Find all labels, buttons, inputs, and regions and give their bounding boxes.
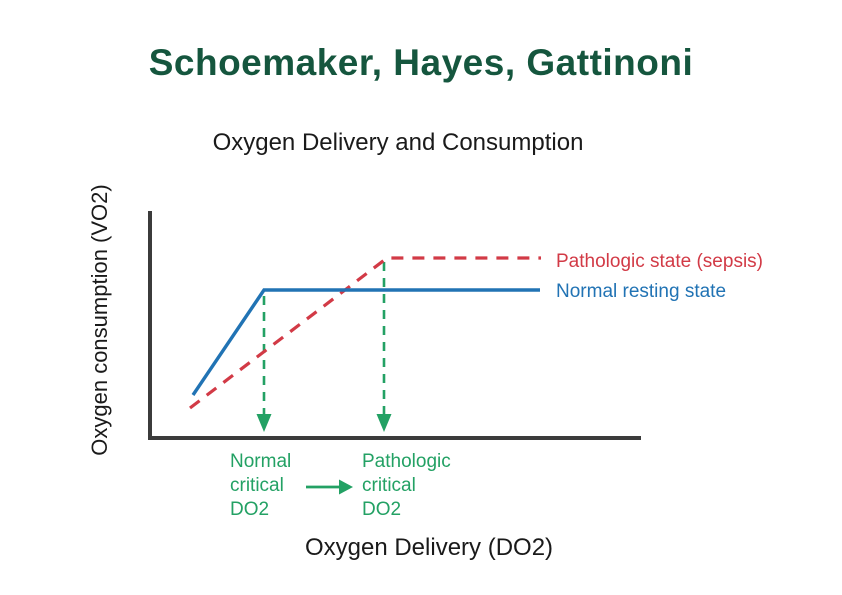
normal-critical-do2-label-line3: DO2 — [230, 499, 270, 520]
shift-arrow-head-icon — [339, 479, 353, 495]
normal-critical-do2-label: Normal critical DO2 — [230, 450, 291, 522]
legend-normal-resting-state: Normal resting state — [556, 281, 727, 302]
legend-pathologic-state: Pathologic state (sepsis) — [556, 251, 763, 272]
pathologic-critical-do2-label-line3: DO2 — [362, 499, 402, 520]
normal-critical-do2-label-line2: critical — [230, 475, 284, 496]
x-axis-label: Oxygen Delivery (DO2) — [304, 534, 554, 561]
normal-resting-state-line — [191, 288, 540, 396]
pathologic-critical-do2-label-line2: critical — [362, 475, 416, 496]
normal-critical-do2-arrowhead-icon — [256, 414, 272, 432]
pathologic-state-line — [189, 256, 541, 410]
pathologic-critical-do2-label-line1: Pathologic — [362, 451, 451, 472]
pathologic-critical-do2-label: Pathologic critical DO2 — [362, 450, 451, 522]
chart-title: Oxygen Delivery and Consumption — [212, 129, 584, 156]
pathologic-critical-do2-arrowhead-icon — [376, 414, 392, 432]
normal-critical-do2-label-line1: Normal — [230, 451, 292, 472]
page-title: Schoemaker, Hayes, Gattinoni — [148, 42, 694, 83]
